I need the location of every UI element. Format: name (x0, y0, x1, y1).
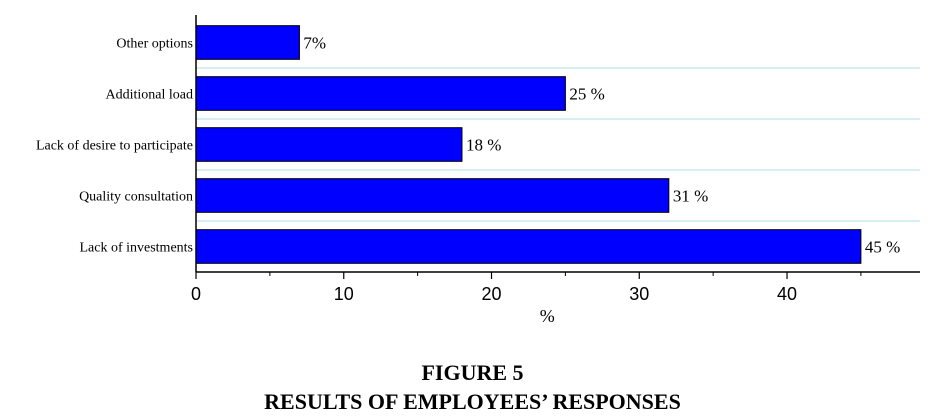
x-tick-label: 30 (629, 284, 649, 304)
category-label: Lack of investments (79, 241, 193, 256)
category-label: Lack of desire to participate (36, 139, 193, 154)
x-axis-title: % (540, 306, 555, 326)
data-label: 45 % (865, 238, 900, 257)
figure-number: FIGURE 5 (421, 360, 524, 385)
x-axis-ticks: 0 10 20 30 40 (191, 272, 862, 304)
bar-chart: Other options Additional load Lack of desi… (36, 15, 920, 326)
data-label: 31 % (673, 187, 708, 206)
category-label: Additional load (106, 88, 194, 103)
bar (195, 76, 566, 111)
bars (195, 25, 862, 264)
figure-title: RESULTS OF EMPLOYEES’ RESPONSES (264, 389, 681, 414)
category-labels: Other options Additional load Lack of desi… (36, 37, 193, 256)
category-label: Other options (116, 37, 193, 52)
x-tick-label: 10 (334, 284, 354, 304)
data-labels: 7% 25 % 18 % 31 % 45 % (303, 34, 900, 257)
x-tick-label: 20 (481, 284, 501, 304)
category-label: Quality consultation (79, 190, 193, 205)
data-label: 7% (303, 34, 326, 53)
x-tick-label: 0 (191, 284, 201, 304)
data-label: 25 % (569, 85, 604, 104)
bar (195, 25, 300, 60)
gridlines (196, 67, 920, 222)
bar (195, 127, 463, 162)
x-tick-label: 40 (777, 284, 797, 304)
data-label: 18 % (466, 136, 501, 155)
bar (195, 229, 862, 264)
bar (195, 178, 670, 213)
